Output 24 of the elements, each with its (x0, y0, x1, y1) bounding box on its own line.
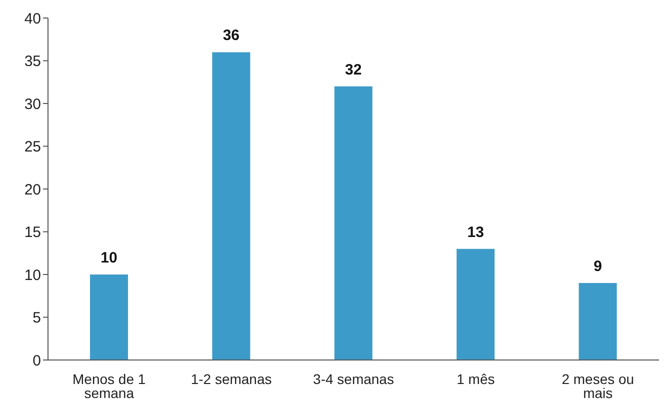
y-tick-label: 0 (32, 352, 41, 370)
y-tick-label: 15 (24, 224, 41, 242)
y-tick-label: 10 (24, 266, 41, 284)
y-tick-label: 30 (24, 96, 41, 113)
bar (90, 274, 128, 360)
y-tick-label: 5 (32, 310, 41, 327)
data-label: 9 (594, 258, 602, 276)
data-label: 13 (467, 224, 484, 241)
x-tick-label: 2 meses ou mais (562, 370, 634, 401)
x-tick-label: 3-4 semanas (313, 370, 394, 387)
bar (212, 52, 250, 360)
x-tick-label: 1 mês (456, 370, 495, 387)
data-label: 36 (222, 27, 240, 44)
data-label: 10 (100, 250, 118, 266)
bar (334, 86, 372, 360)
bar (578, 283, 617, 360)
x-tick-label: Menos de 1 semana (72, 370, 146, 401)
y-tick-label: 35 (24, 53, 41, 70)
y-tick-label: 20 (24, 181, 41, 198)
x-tick-label: 1-2 semanas (190, 370, 272, 387)
data-label: 32 (345, 61, 362, 78)
y-tick-label: 25 (24, 138, 41, 156)
bar (456, 248, 495, 360)
y-tick-label: 40 (24, 10, 41, 28)
